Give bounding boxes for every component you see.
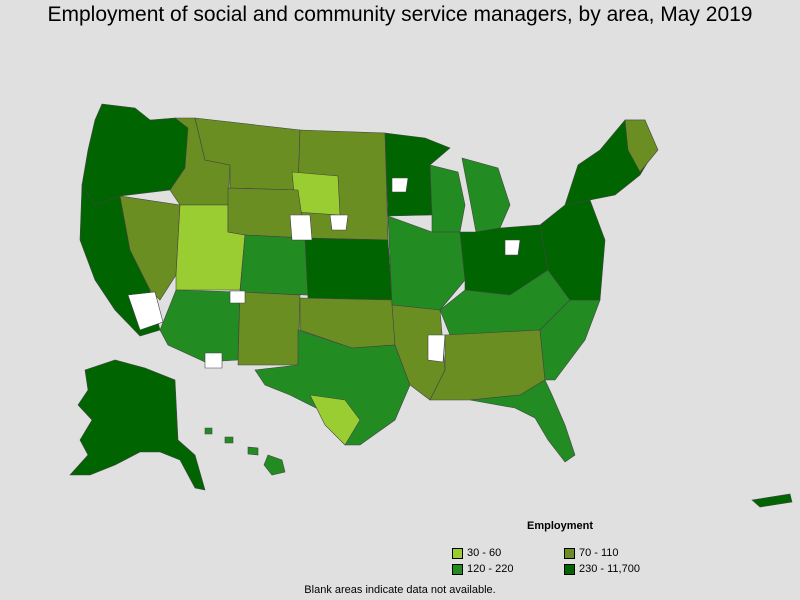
region-maine [624, 119, 659, 173]
region-colorado [239, 234, 309, 296]
region-hawaii [204, 427, 286, 476]
hawaii-maui [247, 446, 259, 456]
region-deep-south [429, 329, 546, 401]
region-kansas-nebraska [304, 237, 393, 301]
hawaii-big-island [263, 454, 286, 476]
no-data-nebraska [289, 214, 313, 241]
footnote: Blank areas indicate data not available. [304, 584, 496, 596]
region-wisconsin [429, 164, 466, 233]
hawaii-kauai [204, 427, 213, 435]
region-puerto-rico [751, 493, 793, 508]
legend-swatch [452, 563, 463, 575]
legend-swatch [452, 547, 463, 559]
legend-item-30-60: 30 - 60 [452, 546, 564, 560]
legend-label: 120 - 220 [467, 563, 514, 575]
legend-label: 230 - 11,700 [579, 563, 640, 575]
legend-label: 70 - 110 [579, 547, 619, 559]
map-title: Employment of social and community servi… [47, 3, 753, 26]
legend-item-70-110: 70 - 110 [564, 546, 682, 560]
legend-label: 30 - 60 [467, 547, 502, 559]
no-data-colorado [229, 290, 246, 304]
no-data-michigan [391, 177, 409, 193]
no-data-mississippi [427, 334, 446, 363]
region-alaska [69, 359, 206, 491]
map-legend: Employment 30 - 60 70 - 110 120 - 220 23… [452, 520, 682, 576]
legend-title: Employment [526, 520, 593, 532]
region-new-mexico [237, 291, 301, 366]
no-data-socal [127, 291, 164, 331]
region-arizona [159, 289, 241, 363]
region-florida [469, 379, 576, 463]
no-data-ohio [504, 239, 521, 256]
region-michigan [461, 157, 511, 233]
region-south-texas [309, 394, 361, 446]
no-data-arizona [204, 352, 223, 369]
contiguous-us [79, 103, 659, 463]
no-data-nebraska-2 [329, 214, 349, 231]
legend-swatch [564, 563, 575, 575]
hawaii-oahu [224, 436, 234, 444]
legend-item-120-220: 120 - 220 [452, 562, 564, 576]
legend-item-230-11700: 230 - 11,700 [564, 562, 682, 576]
no-data-areas [127, 177, 521, 369]
legend-swatch [564, 547, 575, 559]
